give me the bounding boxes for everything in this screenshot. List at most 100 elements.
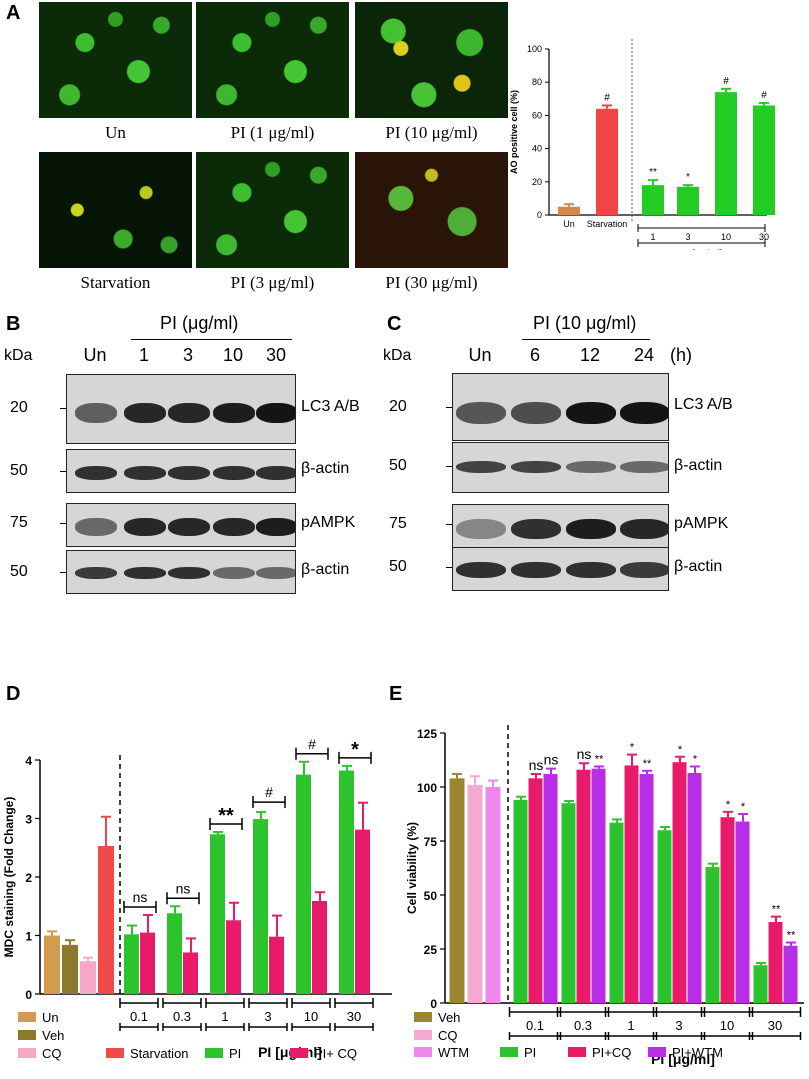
micrograph-caption: PI (1 μg/ml) bbox=[230, 123, 315, 142]
marker-tick bbox=[60, 471, 66, 472]
band bbox=[168, 403, 210, 423]
category-label: 3 bbox=[675, 1018, 682, 1033]
significance-mark: * bbox=[726, 799, 731, 811]
band bbox=[213, 403, 255, 423]
marker-tick bbox=[60, 572, 66, 573]
blot-label: LC3 A/B bbox=[674, 396, 733, 413]
y-tick-label: 100 bbox=[417, 781, 437, 795]
band bbox=[168, 518, 210, 536]
legend-label: Veh bbox=[438, 1010, 460, 1025]
blot-label: β-actin bbox=[674, 456, 723, 474]
band bbox=[456, 402, 506, 424]
category-label: Un bbox=[563, 219, 575, 229]
lane-label: 12 bbox=[579, 345, 601, 365]
legend-label: PI+ CQ bbox=[314, 1046, 357, 1061]
band bbox=[75, 403, 117, 423]
data-bar bbox=[561, 803, 576, 1003]
lane-label: 3 bbox=[182, 345, 193, 365]
legend-swatch bbox=[414, 1047, 432, 1057]
y-tick-label: 0 bbox=[25, 988, 32, 1002]
legend-swatch bbox=[500, 1047, 518, 1057]
legend-label: PI+CQ bbox=[592, 1045, 631, 1060]
significance-mark: * bbox=[630, 742, 635, 754]
legend-swatch bbox=[18, 1012, 36, 1022]
micrograph-image bbox=[355, 152, 508, 268]
micrograph-image bbox=[39, 2, 192, 118]
band bbox=[456, 461, 506, 473]
legend-label: PI bbox=[524, 1045, 536, 1060]
panel-label-c: C bbox=[387, 313, 402, 335]
significance-mark: # bbox=[723, 76, 729, 87]
data-bar bbox=[672, 762, 687, 1003]
legend-swatch bbox=[648, 1047, 666, 1057]
marker-tick bbox=[446, 407, 452, 408]
panel-label-e: E bbox=[389, 683, 403, 705]
legend-label: Veh bbox=[42, 1028, 64, 1043]
y-tick-label: 40 bbox=[532, 144, 542, 154]
data-bar bbox=[753, 965, 768, 1003]
data-bar bbox=[576, 769, 591, 1003]
data-bar bbox=[296, 774, 311, 994]
data-bar bbox=[639, 774, 654, 1003]
kda-marker: 75 bbox=[389, 515, 407, 532]
data-bar bbox=[513, 799, 528, 1003]
legend-swatch bbox=[414, 1030, 432, 1040]
bar bbox=[596, 108, 618, 215]
data-bar bbox=[720, 817, 735, 1003]
category-label: 3 bbox=[264, 1009, 271, 1024]
bar bbox=[642, 185, 664, 215]
legend-swatch bbox=[18, 1030, 36, 1040]
data-bar bbox=[783, 945, 798, 1003]
category-label: 3 bbox=[685, 232, 690, 242]
band bbox=[124, 567, 166, 579]
micrograph-image bbox=[39, 152, 192, 268]
marker-tick bbox=[446, 524, 452, 525]
data-bar bbox=[167, 913, 182, 994]
significance-mark: ** bbox=[643, 758, 652, 770]
header-underline bbox=[131, 339, 292, 340]
y-tick-label: 1 bbox=[25, 930, 32, 944]
data-bar bbox=[609, 822, 624, 1003]
band bbox=[456, 519, 506, 539]
legend-swatch bbox=[290, 1048, 308, 1058]
category-label: 1 bbox=[221, 1009, 228, 1024]
significance-mark: ns bbox=[529, 757, 544, 773]
band bbox=[168, 567, 210, 579]
band bbox=[511, 461, 561, 473]
blot-strip bbox=[66, 503, 296, 547]
marker-tick bbox=[446, 466, 452, 467]
blot-label: β-actin bbox=[301, 460, 350, 477]
data-bar bbox=[687, 772, 702, 1003]
legend-label: Un bbox=[42, 1010, 59, 1025]
data-bar bbox=[253, 819, 268, 994]
significance-mark: ns bbox=[133, 889, 148, 905]
band bbox=[511, 519, 561, 539]
x-axis-title: PI [μg/ml] bbox=[651, 1051, 715, 1067]
band bbox=[620, 402, 668, 424]
data-bar bbox=[543, 774, 558, 1003]
band bbox=[256, 403, 295, 423]
western-header: PI (μg/ml) bbox=[160, 313, 239, 333]
significance-mark: ns bbox=[577, 746, 592, 762]
significance-mark: ns bbox=[544, 752, 559, 768]
category-label: 10 bbox=[720, 1018, 734, 1033]
y-tick-label: 0 bbox=[537, 210, 542, 220]
lane-label: 24 bbox=[633, 345, 655, 365]
band bbox=[256, 466, 295, 480]
band bbox=[75, 466, 117, 480]
category-label: 30 bbox=[768, 1018, 782, 1033]
legend-swatch bbox=[568, 1047, 586, 1057]
lane-label: Un bbox=[83, 345, 107, 365]
kda-marker: 50 bbox=[10, 462, 28, 479]
category-label: 30 bbox=[759, 232, 769, 242]
bar bbox=[715, 92, 737, 215]
category-label: 1 bbox=[627, 1018, 634, 1033]
band bbox=[566, 562, 616, 578]
header-underline bbox=[522, 339, 650, 340]
band bbox=[511, 402, 561, 424]
y-tick-label: 0 bbox=[430, 997, 437, 1011]
marker-tick bbox=[446, 567, 452, 568]
kda-marker: 50 bbox=[389, 558, 407, 575]
band bbox=[124, 403, 166, 423]
